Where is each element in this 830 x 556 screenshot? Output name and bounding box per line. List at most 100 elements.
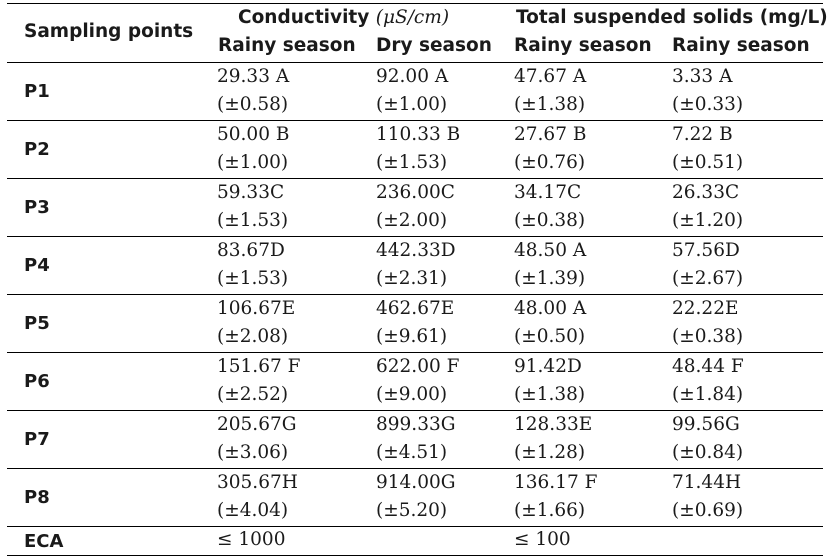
table-row: P3 59.33C (±1.53) 236.00C (±2.00) 34.17C (±0.3… [7,179,823,237]
eca-conductivity: ≤ 1000 [217,529,286,550]
cell-value: 622.00 F [376,356,460,377]
row-label: P4 [24,255,50,276]
row-label-eca: ECA [24,530,64,552]
cell-sd: (±2.67) [672,268,744,289]
table-cell: 83.67D (±1.53) [217,237,288,293]
table-row: P8 305.67H (±4.04) 914.00G (±5.20) 136.17 F (±… [7,469,823,527]
cell-sd: (±1.28) [514,442,586,463]
cell-value: 3.33 A [672,66,733,87]
cell-sd: (±1.00) [217,152,289,173]
cell-value: 48.00 A [514,298,587,319]
cell-value: 205.67G [217,414,297,435]
cell-value: 47.67 A [514,66,587,87]
cell-sd: (±0.38) [514,210,586,231]
table-cell: 622.00 F (±9.00) [376,353,459,409]
cell-value: 29.33 A [217,66,290,87]
table-cell: 27.67 B (±0.76) [514,121,586,177]
cell-sd: (±3.06) [217,442,289,463]
cell-value: 236.00C [376,182,455,203]
header-conductivity-unit: (μS/cm) [375,7,450,28]
cell-sd: (±0.33) [672,94,744,115]
cell-value: 59.33C [217,182,285,203]
table-cell: 151.67 F (±2.52) [217,353,300,409]
cell-value: 136.17 F [514,472,598,493]
row-label: P3 [24,197,50,218]
cell-value: 27.67 B [514,124,587,145]
cell-value: 26.33C [672,182,740,203]
row-label: P2 [24,139,50,160]
table-cell: 205.67G (±3.06) [217,411,297,467]
cell-value: 34.17C [514,182,582,203]
row-label: P8 [24,487,50,508]
header-sampling-points: Sampling points [24,21,194,42]
subheader-1: Rainy season [218,35,356,56]
table-cell: 48.44 F (±1.84) [672,353,744,409]
table-cell: 914.00G (±5.20) [376,469,456,525]
eca-row: ECA ≤ 1000 ≤ 100 [7,527,823,556]
table-cell: 128.33E (±1.28) [514,411,592,467]
table-row: P4 83.67D (±1.53) 442.33D (±2.31) 48.50 A (±1.… [7,237,823,295]
cell-sd: (±1.84) [672,384,744,405]
table-body: P1 29.33 A (±0.58) 92.00 A (±1.00) 47.67 A (±1… [7,63,823,527]
cell-value: 151.67 F [217,356,301,377]
cell-sd: (±0.84) [672,442,744,463]
row-label: P5 [24,313,50,334]
eca-tss: ≤ 100 [514,529,571,550]
table-cell: 71.44H (±0.69) [672,469,743,525]
row-label: P7 [24,429,50,450]
cell-sd: (±0.69) [672,500,744,521]
table-cell: 106.67E (±2.08) [217,295,295,351]
table-cell: 91.42D (±1.38) [514,353,585,409]
cell-value: 91.42D [514,356,582,377]
cell-value: 92.00 A [376,66,449,87]
cell-value: 48.50 A [514,240,587,261]
cell-value: 305.67H [217,472,298,493]
cell-sd: (±1.20) [672,210,744,231]
table-cell: 59.33C (±1.53) [217,179,288,235]
subheader-4: Rainy season [672,35,810,56]
cell-value: 57.56D [672,240,740,261]
cell-sd: (±9.61) [376,326,448,347]
table-row: P6 151.67 F (±2.52) 622.00 F (±9.00) 91.42D (±… [7,353,823,411]
cell-sd: (±0.51) [672,152,744,173]
header-conductivity: Conductivity (μS/cm) [238,6,449,30]
table-cell: 47.67 A (±1.38) [514,63,586,119]
cell-value: 22.22E [672,298,739,319]
cell-value: 899.33G [376,414,456,435]
cell-sd: (±0.58) [217,94,289,115]
cell-sd: (±4.51) [376,442,448,463]
cell-value: 7.22 B [672,124,733,145]
table-cell: 442.33D (±2.31) [376,237,456,293]
cell-value: 71.44H [672,472,742,493]
cell-sd: (±1.53) [217,268,289,289]
cell-value: 50.00 B [217,124,290,145]
cell-sd: (±1.38) [514,94,586,115]
cell-value: 442.33D [376,240,456,261]
cell-value: 110.33 B [376,124,461,145]
cell-value: 48.44 F [672,356,744,377]
cell-value: 99.56G [672,414,740,435]
cell-value: 462.67E [376,298,455,319]
table-cell: 462.67E (±9.61) [376,295,454,351]
table-cell: 50.00 B (±1.00) [217,121,289,177]
table-cell: 110.33 B (±1.53) [376,121,460,177]
table-cell: 22.22E (±0.38) [672,295,743,351]
cell-sd: (±1.53) [217,210,289,231]
row-label: P6 [24,371,50,392]
cell-sd: (±2.08) [217,326,289,347]
data-table: Sampling points Conductivity (μS/cm) Tot… [7,3,828,556]
cell-sd: (±2.31) [376,268,448,289]
cell-sd: (±4.04) [217,500,289,521]
table-cell: 3.33 A (±0.33) [672,63,743,119]
header-tss: Total suspended solids (mg/L) [516,7,828,28]
cell-sd: (±0.76) [514,152,586,173]
table-cell: 136.17 F (±1.66) [514,469,597,525]
table-header: Sampling points Conductivity (μS/cm) Tot… [7,3,828,63]
cell-value: 83.67D [217,240,285,261]
table-row: P5 106.67E (±2.08) 462.67E (±9.61) 48.00 A (±0… [7,295,823,353]
cell-value: 106.67E [217,298,296,319]
cell-sd: (±1.00) [376,94,448,115]
table-cell: 7.22 B (±0.51) [672,121,743,177]
cell-sd: (±0.38) [672,326,744,347]
table-cell: 305.67H (±4.04) [217,469,298,525]
